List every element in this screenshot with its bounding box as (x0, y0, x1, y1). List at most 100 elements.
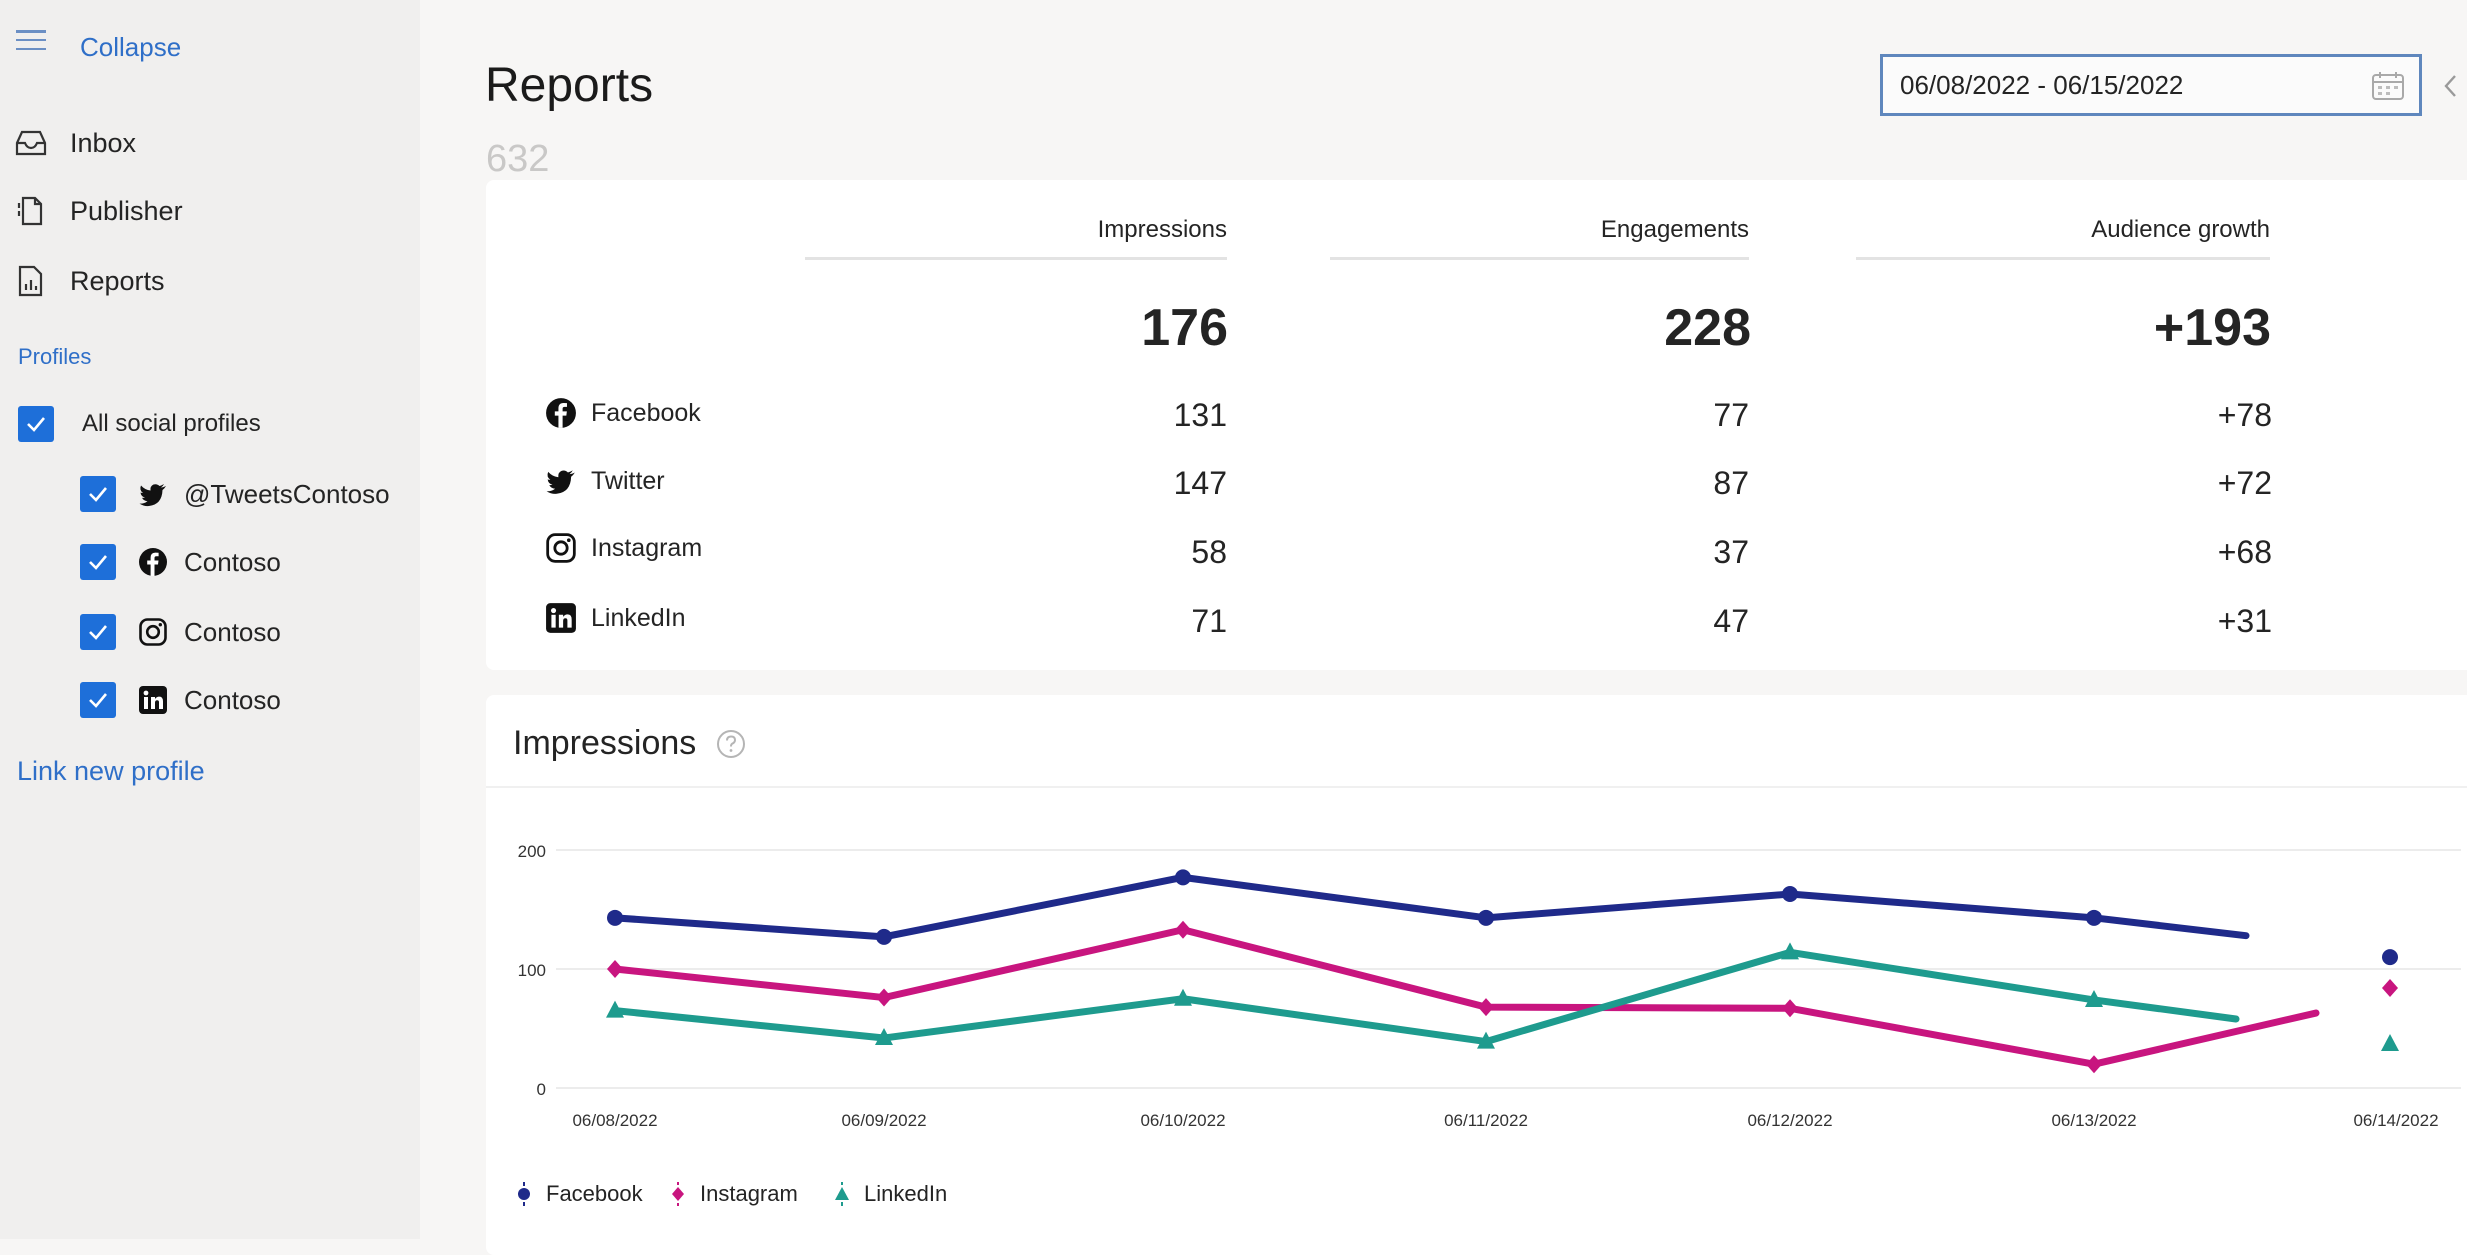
link-new-profile-link[interactable]: Link new profile (17, 756, 205, 786)
data-point-linkedin (606, 1000, 624, 1018)
hamburger-icon[interactable] (16, 30, 46, 50)
checkmark-icon (89, 555, 107, 570)
checkmark-icon (27, 417, 45, 432)
data-point-instagram (1478, 998, 1494, 1017)
sidebar: Collapse Inbox Publisher Reports Profile… (0, 0, 420, 1239)
total-count: 632 (486, 138, 550, 180)
column-header-engagements[interactable]: Engagements (1600, 216, 1749, 243)
column-divider (1856, 257, 2270, 260)
data-point-facebook (607, 909, 623, 926)
nav-item-reports[interactable]: Reports (14, 264, 165, 298)
instagram-icon (139, 618, 167, 646)
nav-label: Inbox (70, 127, 137, 158)
cell: +31 (2217, 603, 2272, 639)
column-divider (1330, 257, 1749, 260)
row-label-text: Instagram (591, 533, 703, 562)
total-audience-growth: +193 (2153, 299, 2271, 357)
legend-label: Facebook (546, 1181, 643, 1206)
nav-item-inbox[interactable]: Inbox (14, 126, 136, 160)
y-tick-label: 100 (518, 961, 546, 980)
row-label-facebook: Facebook (545, 397, 701, 429)
instagram-icon (546, 533, 576, 563)
checkbox-checked[interactable] (80, 544, 116, 580)
data-point-facebook (1782, 886, 1798, 903)
all-profiles-checkbox-row[interactable]: All social profiles (18, 406, 261, 442)
twitter-icon (546, 470, 575, 494)
cell: +68 (2217, 534, 2272, 570)
date-range-value: 06/08/2022 - 06/15/2022 (1900, 69, 2184, 100)
calendar-icon[interactable] (2371, 71, 2405, 101)
x-tick-label: 06/09/2022 (841, 1111, 926, 1130)
chart-title: Impressions (513, 724, 697, 762)
cell: 147 (1173, 465, 1227, 501)
publisher-icon (17, 196, 43, 226)
collapse-button[interactable] (16, 30, 46, 50)
nav-item-publisher[interactable]: Publisher (14, 194, 183, 228)
cell: 37 (1713, 534, 1749, 570)
x-tick-label: 06/10/2022 (1140, 1111, 1225, 1130)
row-label-twitter: Twitter (545, 465, 665, 497)
checkmark-icon (89, 693, 107, 708)
data-point-linkedin (2085, 989, 2103, 1007)
nav-label: Publisher (70, 195, 183, 226)
row-label-instagram: Instagram (545, 532, 702, 564)
summary-card (486, 180, 2467, 670)
profile-item-linkedin[interactable]: Contoso (80, 682, 281, 718)
cell: 77 (1713, 397, 1749, 433)
profile-item-twitter[interactable]: @TweetsContoso (80, 476, 390, 512)
profile-label: Contoso (184, 546, 281, 577)
twitter-icon (139, 484, 166, 507)
cell: 87 (1713, 465, 1749, 501)
checkmark-icon (89, 625, 107, 640)
data-point-linkedin (1477, 1031, 1495, 1049)
legend-label: LinkedIn (864, 1181, 948, 1206)
y-tick-label: 200 (518, 842, 546, 861)
y-tick-label: 0 (537, 1080, 546, 1099)
column-header-audience-growth[interactable]: Audience growth (2091, 216, 2270, 243)
legend-item-facebook[interactable]: Facebook (514, 1180, 643, 1208)
cell: 47 (1713, 603, 1749, 639)
checkbox-checked[interactable] (80, 682, 116, 718)
help-icon[interactable] (716, 729, 746, 759)
row-label-text: Twitter (591, 466, 665, 495)
cell: 71 (1191, 603, 1227, 639)
cell: +72 (2217, 465, 2272, 501)
data-point-facebook (2086, 909, 2102, 926)
column-header-impressions[interactable]: Impressions (1097, 216, 1227, 243)
x-tick-label: 06/13/2022 (2051, 1111, 2136, 1130)
cell: 58 (1191, 534, 1227, 570)
checkmark-icon (89, 487, 107, 502)
legend-marker-triangle (835, 1182, 849, 1206)
date-range-picker[interactable]: 06/08/2022 - 06/15/2022 (1880, 54, 2422, 116)
data-point-linkedin (875, 1028, 893, 1046)
cell: 131 (1173, 397, 1227, 433)
chart-card (486, 695, 2467, 1255)
linkedin-icon (139, 686, 167, 714)
collapse-label[interactable]: Collapse (80, 32, 182, 62)
data-point-instagram (2382, 979, 2398, 998)
legend-item-instagram[interactable]: Instagram (668, 1180, 798, 1208)
data-point-instagram (1175, 920, 1191, 939)
all-profiles-label: All social profiles (82, 410, 261, 437)
series-line-facebook (611, 873, 2250, 941)
legend-item-linkedin[interactable]: LinkedIn (832, 1180, 947, 1208)
profile-item-facebook[interactable]: Contoso (80, 544, 281, 580)
checkbox-checked[interactable] (80, 476, 116, 512)
checkbox-checked[interactable] (80, 614, 116, 650)
chevron-left-icon[interactable] (2440, 72, 2460, 100)
data-point-facebook (876, 928, 892, 945)
column-divider (805, 257, 1227, 260)
profile-item-instagram[interactable]: Contoso (80, 614, 281, 650)
facebook-icon (139, 548, 167, 576)
impressions-line-chart: 200 100 0 06/08/2022 06/09/2022 06/10/2022 06/… (518, 842, 2461, 1130)
linkedin-icon (546, 603, 576, 633)
total-engagements: 228 (1664, 299, 1751, 357)
legend-marker-diamond (672, 1182, 684, 1206)
x-tick-label: 06/14/2022 (2353, 1111, 2438, 1130)
x-tick-label: 06/12/2022 (1747, 1111, 1832, 1130)
reports-icon (18, 265, 43, 297)
inbox-icon (15, 130, 47, 156)
legend-marker-circle (518, 1182, 530, 1206)
data-point-instagram (2086, 1055, 2102, 1074)
checkbox-checked[interactable] (18, 406, 54, 442)
